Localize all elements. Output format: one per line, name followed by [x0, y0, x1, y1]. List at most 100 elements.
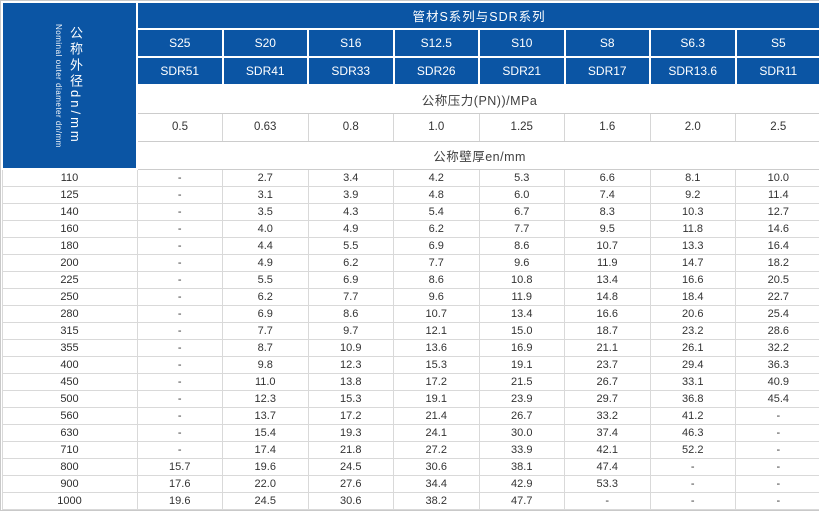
thickness-value: - — [136, 202, 223, 221]
thickness-value: 32.2 — [735, 338, 819, 357]
thickness-value: 22.7 — [735, 287, 819, 306]
thickness-value: 4.3 — [307, 202, 394, 221]
thickness-value: 5.5 — [222, 270, 309, 289]
pressure-value: 0.5 — [136, 112, 223, 142]
thickness-value: 45.4 — [735, 389, 819, 408]
thickness-value: - — [136, 406, 223, 425]
thickness-value: 12.3 — [307, 355, 394, 374]
thickness-value: 21.8 — [307, 440, 394, 459]
thickness-value: 7.7 — [222, 321, 309, 340]
dn-value: 800 — [1, 457, 138, 476]
series-header-s8: S8 — [563, 28, 651, 58]
thickness-value: 25.4 — [735, 304, 819, 323]
corner-label-zh: 公称外径dn/mm — [68, 26, 83, 145]
series-header-s25: S25 — [136, 28, 224, 58]
thickness-value: 28.6 — [735, 321, 819, 340]
thickness-value: 20.5 — [735, 270, 819, 289]
thickness-value: 3.5 — [222, 202, 309, 221]
thickness-value: 22.0 — [222, 474, 309, 493]
thickness-value: - — [649, 457, 736, 476]
thickness-value: 14.7 — [649, 253, 736, 272]
series-header-s10: S10 — [478, 28, 566, 58]
thickness-value: 19.3 — [307, 423, 394, 442]
thickness-value: 6.2 — [307, 253, 394, 272]
thickness-value: 10.0 — [735, 168, 819, 187]
dn-value: 710 — [1, 440, 138, 459]
thickness-value: 14.6 — [735, 219, 819, 238]
thickness-value: 7.7 — [307, 287, 394, 306]
thickness-value: 24.5 — [307, 457, 394, 476]
table-row: 180-4.4 5.5 6.9 8.6 10.7 13.3 16.4 — [1, 236, 819, 255]
thickness-value: 4.8 — [393, 185, 480, 204]
thickness-value: 6.0 — [478, 185, 565, 204]
dn-value: 400 — [1, 355, 138, 374]
dn-value: 900 — [1, 474, 138, 493]
table-row: 200-4.9 6.2 7.7 9.6 11.9 14.7 18.2 — [1, 253, 819, 272]
thickness-value: 30.6 — [307, 491, 394, 510]
thickness-value: - — [136, 168, 223, 187]
series-header-s20: S20 — [221, 28, 309, 58]
dn-value: 280 — [1, 304, 138, 323]
thickness-value: 26.7 — [478, 406, 565, 425]
thickness-value: - — [735, 474, 819, 493]
thickness-value: - — [136, 219, 223, 238]
table-row: 125-3.1 3.9 4.8 6.0 7.4 9.2 11.4 — [1, 185, 819, 204]
thickness-value: 12.3 — [222, 389, 309, 408]
dn-value: 560 — [1, 406, 138, 425]
table-row: 160-4.0 4.9 6.2 7.7 9.5 11.8 14.6 — [1, 219, 819, 238]
thickness-value: 7.7 — [393, 253, 480, 272]
thickness-value: 36.8 — [649, 389, 736, 408]
thickness-value: 23.7 — [564, 355, 651, 374]
thickness-value: - — [735, 491, 819, 510]
pressure-label: 公称压力(PN))/MPa — [137, 84, 819, 114]
thickness-value: 13.6 — [393, 338, 480, 357]
thickness-value: 47.7 — [478, 491, 565, 510]
thickness-value: 10.3 — [649, 202, 736, 221]
series-row: S25 S20 S16 S12.5 S10 S8 S6.3 S5 — [2, 28, 819, 58]
table-row: 500-12.3 15.3 19.1 23.9 29.7 36.8 45.4 — [1, 389, 819, 408]
thickness-value: 6.6 — [564, 168, 651, 187]
pressure-value: 2.0 — [649, 112, 736, 142]
thickness-value: 17.2 — [307, 406, 394, 425]
thickness-value: 16.6 — [564, 304, 651, 323]
thickness-value: - — [136, 253, 223, 272]
thickness-value: 11.8 — [649, 219, 736, 238]
thickness-value: - — [136, 338, 223, 357]
thickness-value: 13.3 — [649, 236, 736, 255]
thickness-value: 33.2 — [564, 406, 651, 425]
thickness-value: - — [136, 440, 223, 459]
thickness-value: 16.9 — [478, 338, 565, 357]
thickness-value: 17.2 — [393, 372, 480, 391]
thickness-value: 17.4 — [222, 440, 309, 459]
thickness-value: 5.5 — [307, 236, 394, 255]
thickness-value: 8.1 — [649, 168, 736, 187]
thickness-value: 53.3 — [564, 474, 651, 493]
table-body: 110-2.7 3.4 4.2 5.3 6.6 8.1 10.0 125-3.1 3.9 4.8 6… — [1, 168, 819, 510]
thickness-value: 5.4 — [393, 202, 480, 221]
table-row: 110-2.7 3.4 4.2 5.3 6.6 8.1 10.0 — [1, 168, 819, 187]
thickness-value: 6.7 — [478, 202, 565, 221]
thickness-value: 30.0 — [478, 423, 565, 442]
thickness-value: - — [564, 491, 651, 510]
thickness-value: 7.4 — [564, 185, 651, 204]
thickness-value: 15.4 — [222, 423, 309, 442]
thickness-value: 14.8 — [564, 287, 651, 306]
thickness-value: 30.6 — [393, 457, 480, 476]
thickness-value: 18.7 — [564, 321, 651, 340]
thickness-value: 13.4 — [478, 304, 565, 323]
thickness-value: 37.4 — [564, 423, 651, 442]
thickness-value: 11.0 — [222, 372, 309, 391]
thickness-value: 15.7 — [136, 457, 223, 476]
sdr-row: SDR51 SDR41 SDR33 SDR26 SDR21 SDR17 SDR1… — [2, 56, 819, 86]
table-title: 管材S系列与SDR系列 — [135, 1, 819, 30]
thickness-value: 41.2 — [649, 406, 736, 425]
sdr-header-sdr26: SDR26 — [392, 56, 480, 86]
thickness-value: 6.9 — [393, 236, 480, 255]
sdr-header-sdr17: SDR17 — [563, 56, 651, 86]
thickness-value: 21.5 — [478, 372, 565, 391]
dn-value: 160 — [1, 219, 138, 238]
dn-value: 140 — [1, 202, 138, 221]
thickness-value: 19.6 — [136, 491, 223, 510]
